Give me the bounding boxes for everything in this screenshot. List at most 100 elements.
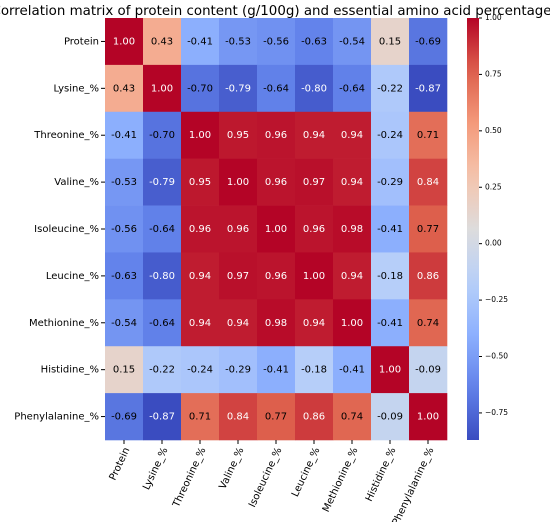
cell-label: -0.79 bbox=[149, 177, 175, 188]
heatmap-cell bbox=[219, 252, 258, 300]
heatmap-cell bbox=[409, 18, 448, 66]
heatmap-cell bbox=[371, 205, 410, 253]
cell-label: -0.22 bbox=[377, 83, 403, 94]
heatmap-cell bbox=[143, 111, 182, 159]
x-tick-label: Lysine_% bbox=[141, 446, 170, 492]
cell-label: -0.80 bbox=[301, 83, 327, 94]
y-tick-label: Leucine_% bbox=[46, 271, 99, 282]
heatmap-cell bbox=[295, 158, 334, 206]
heatmap-cell bbox=[105, 64, 144, 113]
cell-label: 0.74 bbox=[341, 412, 363, 423]
heatmap-cell bbox=[105, 205, 144, 253]
cell-label: 0.94 bbox=[189, 271, 211, 282]
heatmap-cell bbox=[371, 252, 410, 300]
cell-label: -0.41 bbox=[111, 130, 137, 141]
heatmap-cell bbox=[257, 158, 296, 206]
cell-label: -0.79 bbox=[225, 83, 251, 94]
heatmap-cell bbox=[333, 346, 372, 394]
cell-label: -0.64 bbox=[339, 83, 365, 94]
y-tick-label: Phenylalanine_% bbox=[14, 412, 99, 423]
colorbar-tick-label: 1.00 bbox=[485, 13, 502, 22]
heatmap-cell bbox=[333, 158, 372, 206]
cell-label: 1.00 bbox=[379, 365, 401, 376]
cell-label: 0.94 bbox=[303, 130, 325, 141]
x-tick-label: Phenylalanine_% bbox=[391, 446, 437, 522]
heatmap-cell bbox=[333, 64, 372, 113]
x-tick-label: Isoleucine_% bbox=[247, 446, 284, 509]
cell-label: -0.87 bbox=[149, 412, 175, 423]
heatmap-cell bbox=[333, 252, 372, 300]
heatmap-cell bbox=[219, 346, 258, 394]
colorbar-tick-label: −0.25 bbox=[485, 295, 508, 304]
cell-label: 0.94 bbox=[341, 271, 363, 282]
heatmap-cell bbox=[295, 393, 334, 441]
heatmap-cell bbox=[181, 346, 220, 394]
cell-label: -0.63 bbox=[301, 36, 327, 47]
cell-label: -0.22 bbox=[149, 365, 175, 376]
cell-label: -0.18 bbox=[377, 271, 403, 282]
cell-label: 0.77 bbox=[417, 224, 439, 235]
cell-label: -0.53 bbox=[111, 177, 137, 188]
heatmap-cell bbox=[333, 393, 372, 441]
colorbar-tick-label: 0.25 bbox=[485, 182, 502, 191]
heatmap-cell bbox=[181, 393, 220, 441]
heatmap-cell bbox=[333, 205, 372, 253]
colorbar-tick-label: −0.75 bbox=[485, 408, 508, 417]
cell-label: -0.29 bbox=[225, 365, 251, 376]
heatmap-cell bbox=[219, 205, 258, 253]
cell-label: -0.69 bbox=[111, 412, 137, 423]
heatmap-cell bbox=[295, 252, 334, 300]
cell-label: 0.94 bbox=[341, 177, 363, 188]
heatmap-cell bbox=[219, 64, 258, 113]
y-tick-label: Protein bbox=[64, 36, 99, 47]
cell-label: -0.41 bbox=[377, 224, 403, 235]
heatmap-cell bbox=[371, 158, 410, 206]
heatmap-cell bbox=[105, 158, 144, 206]
colorbar-tick-label: 0.50 bbox=[485, 126, 502, 135]
heatmap-cell bbox=[143, 205, 182, 253]
cell-label: -0.87 bbox=[415, 83, 441, 94]
heatmap-cell bbox=[219, 158, 258, 206]
heatmap-cell bbox=[257, 393, 296, 441]
heatmap-cell bbox=[105, 18, 144, 66]
cell-label: -0.18 bbox=[301, 365, 327, 376]
x-tick-label: Valine_% bbox=[218, 446, 247, 491]
cell-label: 0.96 bbox=[265, 271, 287, 282]
heatmap-cell bbox=[181, 205, 220, 253]
cell-label: 0.94 bbox=[189, 318, 211, 329]
x-tick-label: Threonine_% bbox=[171, 446, 209, 510]
heatmap-cell bbox=[409, 393, 448, 441]
y-tick-label: Isoleucine_% bbox=[34, 224, 99, 235]
y-tick-label: Valine_% bbox=[54, 177, 99, 188]
heatmap-cell bbox=[409, 205, 448, 253]
heatmap-cell bbox=[409, 252, 448, 300]
cell-label: -0.70 bbox=[149, 130, 175, 141]
cell-label: -0.63 bbox=[111, 271, 137, 282]
heatmap-cell bbox=[143, 299, 182, 347]
cell-label: -0.54 bbox=[111, 318, 137, 329]
cell-label: -0.70 bbox=[187, 83, 213, 94]
cell-label: -0.80 bbox=[149, 271, 175, 282]
heatmap-cell bbox=[295, 111, 334, 159]
cell-label: 1.00 bbox=[417, 412, 439, 423]
heatmap-cell bbox=[143, 64, 182, 113]
cell-label: 1.00 bbox=[151, 83, 173, 94]
x-tick-label: Histidine_% bbox=[364, 446, 399, 504]
heatmap-cell bbox=[181, 299, 220, 347]
cell-label: -0.53 bbox=[225, 36, 251, 47]
cell-label: 0.43 bbox=[151, 36, 173, 47]
cell-label: 0.98 bbox=[341, 224, 363, 235]
cell-label: 1.00 bbox=[113, 36, 135, 47]
cell-label: -0.64 bbox=[149, 224, 175, 235]
cell-label: 0.96 bbox=[265, 130, 287, 141]
heatmap-cell bbox=[257, 18, 296, 66]
colorbar bbox=[467, 18, 479, 440]
cell-label: 0.96 bbox=[265, 177, 287, 188]
heatmap-cell bbox=[333, 18, 372, 66]
heatmap-cell bbox=[105, 299, 144, 347]
x-tick-label: Leucine_% bbox=[290, 446, 322, 499]
y-tick-label: Threonine_% bbox=[33, 130, 99, 141]
heatmap-cell bbox=[181, 64, 220, 113]
cell-label: 0.86 bbox=[417, 271, 439, 282]
cell-label: 1.00 bbox=[303, 271, 325, 282]
